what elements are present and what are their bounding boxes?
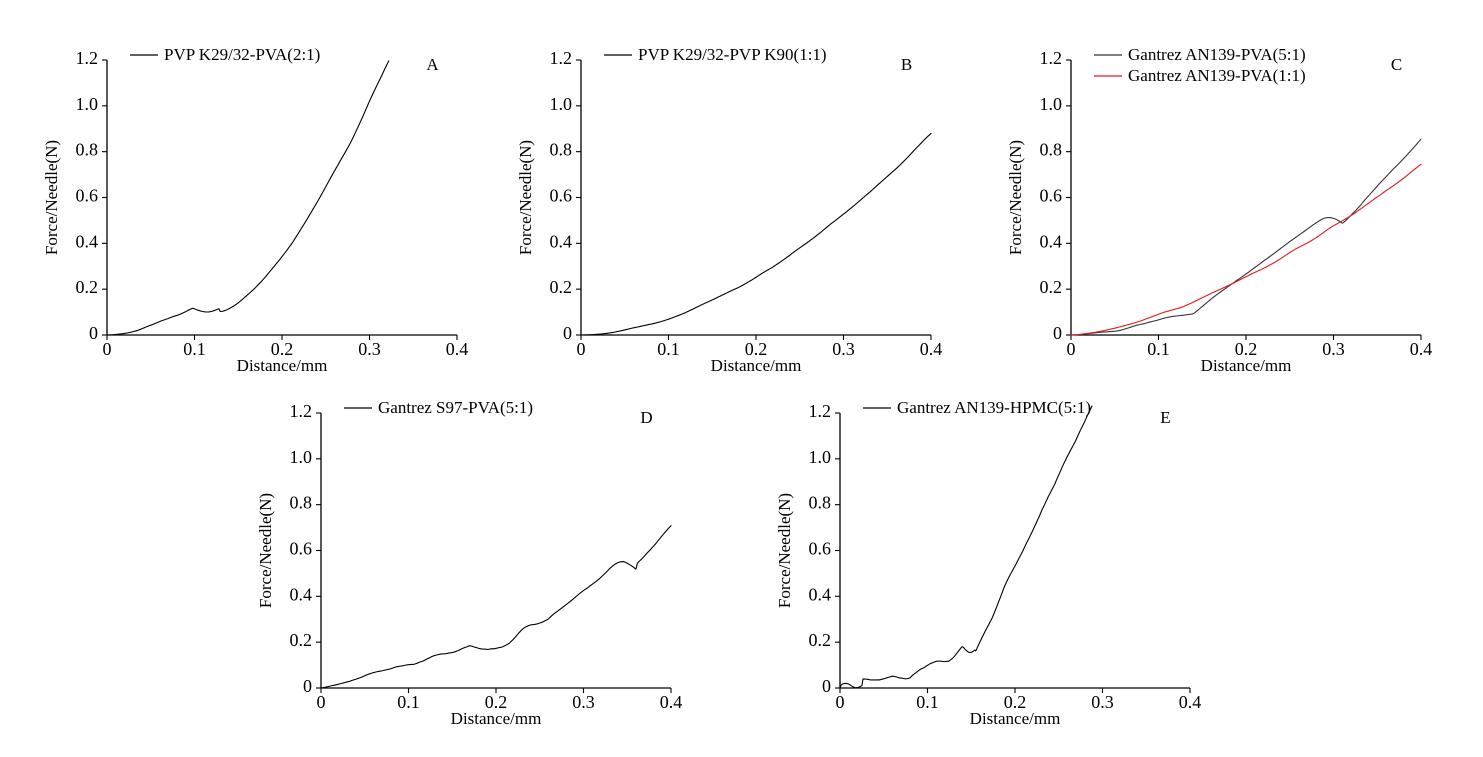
- svg-text:0.1: 0.1: [183, 339, 206, 359]
- svg-text:Gantrez S97-PVA(5:1): Gantrez S97-PVA(5:1): [378, 398, 533, 417]
- svg-text:0.1: 0.1: [397, 692, 420, 712]
- svg-text:0: 0: [822, 676, 831, 696]
- svg-text:Gantrez AN139-PVA(1:1): Gantrez AN139-PVA(1:1): [1128, 66, 1306, 85]
- svg-text:0.2: 0.2: [290, 630, 313, 650]
- svg-text:0.3: 0.3: [572, 692, 595, 712]
- svg-text:1.2: 1.2: [290, 401, 313, 421]
- svg-text:Force/Needle(N): Force/Needle(N): [775, 493, 794, 608]
- svg-text:Gantrez AN139-PVA(5:1): Gantrez AN139-PVA(5:1): [1128, 45, 1306, 64]
- svg-text:1.0: 1.0: [76, 94, 99, 114]
- svg-text:D: D: [640, 408, 652, 427]
- svg-text:0.4: 0.4: [550, 231, 573, 251]
- svg-text:0: 0: [563, 323, 572, 343]
- svg-text:0.6: 0.6: [290, 539, 313, 559]
- svg-text:Distance/mm: Distance/mm: [970, 709, 1061, 728]
- svg-text:0.6: 0.6: [550, 186, 573, 206]
- svg-text:1.2: 1.2: [550, 48, 573, 68]
- svg-text:0.8: 0.8: [550, 140, 573, 160]
- svg-text:C: C: [1391, 55, 1402, 74]
- svg-text:0.1: 0.1: [916, 692, 939, 712]
- svg-text:0.3: 0.3: [1091, 692, 1114, 712]
- svg-text:1.0: 1.0: [1040, 94, 1063, 114]
- svg-text:0: 0: [836, 692, 845, 712]
- svg-text:0.3: 0.3: [1322, 339, 1345, 359]
- svg-text:0: 0: [317, 692, 326, 712]
- svg-text:0.8: 0.8: [809, 493, 832, 513]
- svg-text:Force/Needle(N): Force/Needle(N): [1006, 140, 1025, 255]
- svg-text:1.2: 1.2: [1040, 48, 1063, 68]
- svg-text:0: 0: [1053, 323, 1062, 343]
- svg-text:1.0: 1.0: [550, 94, 573, 114]
- svg-text:0.2: 0.2: [809, 630, 832, 650]
- svg-text:0.6: 0.6: [809, 539, 832, 559]
- svg-text:Force/Needle(N): Force/Needle(N): [516, 140, 535, 255]
- svg-text:0.2: 0.2: [1040, 277, 1063, 297]
- svg-text:0.8: 0.8: [76, 140, 99, 160]
- svg-text:0.4: 0.4: [290, 584, 313, 604]
- svg-text:PVP K29/32-PVP K90(1:1): PVP K29/32-PVP K90(1:1): [638, 45, 827, 64]
- svg-text:1.2: 1.2: [809, 401, 832, 421]
- svg-text:1.0: 1.0: [290, 447, 313, 467]
- svg-text:1.2: 1.2: [76, 48, 99, 68]
- svg-text:PVP K29/32-PVA(2:1): PVP K29/32-PVA(2:1): [164, 45, 320, 64]
- svg-text:0.4: 0.4: [1040, 231, 1063, 251]
- svg-text:0.8: 0.8: [1040, 140, 1063, 160]
- svg-text:B: B: [901, 55, 912, 74]
- svg-text:0.6: 0.6: [1040, 186, 1063, 206]
- svg-text:0: 0: [303, 676, 312, 696]
- svg-text:Gantrez AN139-HPMC(5:1): Gantrez AN139-HPMC(5:1): [897, 398, 1091, 417]
- svg-text:0.2: 0.2: [76, 277, 99, 297]
- svg-text:Distance/mm: Distance/mm: [451, 709, 542, 728]
- svg-text:1.0: 1.0: [809, 447, 832, 467]
- svg-text:0.4: 0.4: [76, 231, 99, 251]
- svg-text:0: 0: [103, 339, 112, 359]
- svg-text:Force/Needle(N): Force/Needle(N): [42, 140, 61, 255]
- svg-text:0.8: 0.8: [290, 493, 313, 513]
- svg-text:0.6: 0.6: [76, 186, 99, 206]
- svg-text:Force/Needle(N): Force/Needle(N): [256, 493, 275, 608]
- svg-text:0: 0: [89, 323, 98, 343]
- svg-text:0.4: 0.4: [660, 692, 683, 712]
- svg-text:0.4: 0.4: [1410, 339, 1433, 359]
- svg-text:0.4: 0.4: [809, 584, 832, 604]
- svg-text:0.2: 0.2: [550, 277, 573, 297]
- svg-text:A: A: [426, 55, 439, 74]
- svg-text:0.4: 0.4: [1179, 692, 1202, 712]
- svg-text:E: E: [1160, 408, 1170, 427]
